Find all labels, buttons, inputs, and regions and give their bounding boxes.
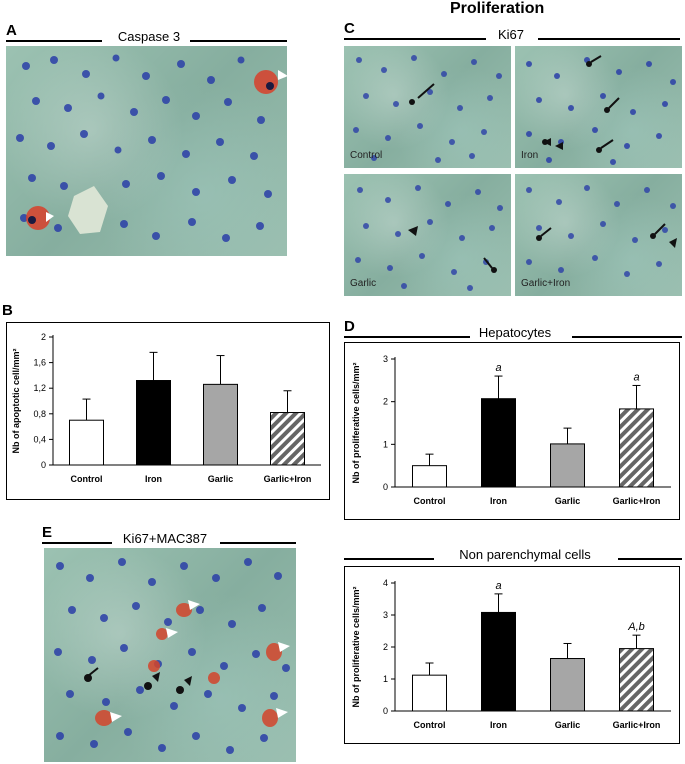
chart-d-top-frame: 0 1 2 3 Nb of proliferative cells/mm² Control… xyxy=(344,342,680,520)
bar-garlic-iron xyxy=(270,412,305,466)
y-tick-label: 0,8 xyxy=(33,409,46,419)
panel-c-caption: Ki67 xyxy=(497,27,525,42)
panel-e-caption: Ki67+MAC387 xyxy=(122,531,208,546)
y-tick-label: 1,2 xyxy=(33,383,46,393)
y-tick-label: 1,6 xyxy=(33,358,46,368)
panel-e-rule-left xyxy=(42,542,112,544)
bar-garlic xyxy=(203,383,238,466)
panel-d-letter: D xyxy=(344,318,355,335)
micrograph-ki67-iron: Iron xyxy=(515,46,682,168)
ki67-garlic-iron-label: Garlic+Iron xyxy=(521,278,571,289)
panel-b-letter: B xyxy=(2,302,13,319)
ki67-control-label: Control xyxy=(350,150,383,161)
micrograph-ki67-control-graphic xyxy=(353,55,502,163)
y-tick-label: 0 xyxy=(41,460,46,470)
micrograph-ki67-mac387 xyxy=(44,548,296,762)
bar-iron xyxy=(481,398,516,488)
chart-hepatocytes: 0 1 2 3 Nb of proliferative cells/mm² Control… xyxy=(351,354,671,506)
micrograph-ki67-garlic-iron-graphic xyxy=(526,185,677,277)
y-tick-label: 0 xyxy=(383,706,388,716)
panel-d-top-caption: Hepatocytes xyxy=(478,325,552,340)
bar-iron xyxy=(481,611,516,712)
panel-d-top-rule-right xyxy=(572,336,682,338)
panel-d-top-rule-left xyxy=(344,336,470,338)
micrograph-ki67-iron-graphic xyxy=(526,55,676,165)
chart-apoptotic: 0 0,4 0,8 1,2 1,6 2 Nb of apoptotic cell/mm² Co… xyxy=(11,332,321,484)
y-tick-label: 4 xyxy=(383,578,388,588)
bar-control xyxy=(412,465,447,488)
y-tick-label: 2 xyxy=(41,332,46,342)
significance-label: A,b xyxy=(627,621,645,633)
panel-a-caption: Caspase 3 xyxy=(117,29,181,44)
chart-b-frame: 0 0,4 0,8 1,2 1,6 2 Nb of apoptotic cell/mm² Co… xyxy=(6,322,330,500)
category-label: Garlic+Iron xyxy=(264,474,312,484)
micrograph-caspase3-graphic xyxy=(16,54,287,242)
category-label: Garlic xyxy=(208,474,234,484)
panel-e-rule-right xyxy=(220,542,296,544)
significance-label: a xyxy=(495,580,501,592)
category-label: Control xyxy=(71,474,103,484)
category-label: Garlic xyxy=(555,720,581,730)
panel-a-rule-left xyxy=(6,40,102,42)
micrograph-ki67-mac387-graphic xyxy=(54,558,290,754)
category-label: Garlic xyxy=(555,496,581,506)
panel-e-letter: E xyxy=(42,524,53,541)
y-tick-label: 3 xyxy=(383,354,388,364)
bar-garlic xyxy=(550,658,585,712)
chart-d-bottom-frame: 0 1 2 3 4 Nb of proliferative cells/mm² Contro… xyxy=(344,566,680,744)
panel-c-letter: C xyxy=(344,20,355,37)
bar-garlic xyxy=(550,443,585,488)
category-label: Control xyxy=(414,496,446,506)
panel-a-letter: A xyxy=(6,22,17,39)
bar-garlic-iron xyxy=(619,408,654,488)
micrograph-ki67-garlic-iron: Garlic+Iron xyxy=(515,174,682,296)
proliferation-title: Proliferation xyxy=(450,0,545,17)
panel-d-bottom-rule-left xyxy=(344,558,434,560)
category-label: Control xyxy=(414,720,446,730)
category-label: Iron xyxy=(490,496,507,506)
y-tick-label: 0 xyxy=(383,482,388,492)
ki67-garlic-label: Garlic xyxy=(350,278,377,289)
micrograph-caspase3 xyxy=(6,46,287,256)
y-tick-label: 2 xyxy=(383,642,388,652)
micrograph-ki67-control: Control xyxy=(344,46,511,168)
panel-a-rule-right xyxy=(190,40,287,42)
bar-control xyxy=(69,419,104,466)
ki67-iron-label: Iron xyxy=(521,150,539,161)
panel-c-rule-right xyxy=(538,38,680,40)
significance-label: a xyxy=(633,371,639,383)
y-tick-label: 1 xyxy=(383,674,388,684)
y-axis-label: Nb of proliferative cells/mm² xyxy=(351,586,361,707)
y-tick-label: 0,4 xyxy=(33,434,46,444)
y-axis-label: Nb of apoptotic cell/mm² xyxy=(11,348,21,453)
micrograph-ki67-garlic-graphic xyxy=(355,185,503,291)
chart-non-parenchymal: 0 1 2 3 4 Nb of proliferative cells/mm² Contro… xyxy=(351,578,671,730)
category-label: Garlic+Iron xyxy=(613,720,661,730)
category-label: Iron xyxy=(490,720,507,730)
panel-d-bottom-rule-right xyxy=(618,558,682,560)
category-label: Iron xyxy=(145,474,162,484)
y-tick-label: 1 xyxy=(383,439,388,449)
y-tick-label: 2 xyxy=(383,397,388,407)
y-axis-label: Nb of proliferative cells/mm² xyxy=(351,362,361,483)
panel-c-rule-left xyxy=(344,38,486,40)
panel-d-bottom-caption: Non parenchymal cells xyxy=(459,547,591,562)
y-tick-label: 3 xyxy=(383,610,388,620)
significance-label: a xyxy=(495,362,501,374)
bar-garlic-iron xyxy=(619,648,654,712)
category-label: Garlic+Iron xyxy=(613,496,661,506)
bar-iron xyxy=(136,380,171,466)
micrograph-ki67-garlic: Garlic xyxy=(344,174,511,296)
bar-control xyxy=(412,674,447,712)
